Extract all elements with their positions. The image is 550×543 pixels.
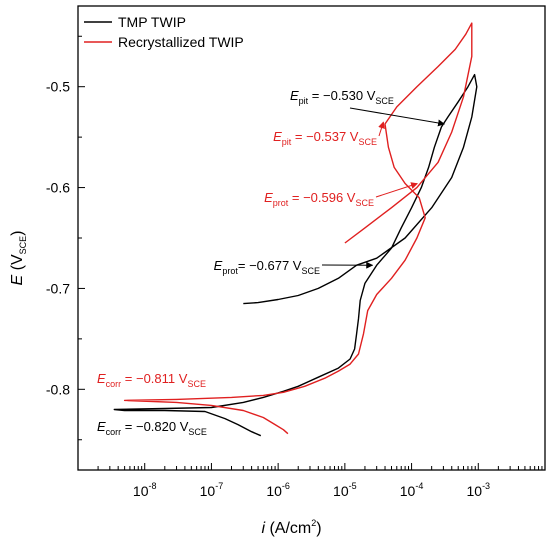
annotation-unit-subscript: SCE: [358, 137, 377, 147]
x-tick-label: 10-4: [400, 481, 424, 499]
x-tick-exponent: -6: [282, 481, 290, 491]
axes-layer: 10-8 10-7 10-6 10-5 10-4 10-3-0.8-0.7-0.6-0.5…: [9, 5, 546, 537]
x-tick-label: 10-6: [266, 481, 290, 499]
x-tick-label: 10-3: [466, 481, 490, 499]
annotation-value: = −0.537 V: [291, 129, 359, 144]
annotation-arrow: [349, 107, 446, 127]
y-tick-label: -0.7: [46, 280, 70, 296]
annotation-value: = −0.530 V: [308, 88, 376, 103]
annotation-symbol: E: [97, 371, 106, 386]
legend-label: TMP TWIP: [118, 14, 186, 30]
annotation-prot-label: Eprot = −0.596 VSCE: [264, 190, 374, 208]
annotation-corr-label: Ecorr = −0.811 VSCE: [97, 371, 206, 389]
annotation-subscript: prot: [222, 266, 238, 276]
annotation-unit-subscript: SCE: [187, 379, 206, 389]
curves-layer: [113, 22, 478, 437]
x-tick-label: 10-8: [133, 481, 157, 499]
x-axis-unit-exponent: 2: [311, 518, 316, 528]
annotation-pit-label: Epit = −0.530 VSCE: [290, 88, 394, 106]
annotation-unit-subscript: SCE: [375, 96, 394, 106]
x-tick-base: 10: [466, 483, 482, 499]
x-tick-label: 10-7: [200, 481, 224, 499]
annotation-symbol: E: [290, 88, 299, 103]
legend-label: Recrystallized TWIP: [118, 34, 244, 50]
annotation-corr-label: Ecorr = −0.820 VSCE: [97, 419, 207, 437]
legend: TMP TWIP Recrystallized TWIP: [84, 14, 244, 50]
annotation-symbol: E: [264, 190, 273, 205]
annotation-subscript: prot: [273, 198, 289, 208]
annotation-symbol: E: [273, 129, 282, 144]
y-axis-symbol: E: [9, 274, 26, 285]
x-tick-exponent: -7: [215, 481, 223, 491]
annotation-symbol: E: [214, 258, 223, 273]
annotation-pit-label: Epit = −0.537 VSCE: [273, 129, 377, 147]
annotation-value: = −0.811 V: [121, 371, 188, 386]
x-tick-exponent: -4: [415, 481, 423, 491]
y-tick-label: -0.5: [46, 79, 70, 95]
x-tick-base: 10: [333, 483, 349, 499]
y-axis-unit: (V: [9, 254, 26, 275]
y-axis-title: E (VSCE): [9, 231, 28, 286]
x-tick-label: 10-5: [333, 481, 357, 499]
annotation-subscript: pit: [282, 137, 292, 147]
annotation-symbol: E: [97, 419, 106, 434]
series-line-tmp-twip: [113, 73, 478, 437]
annotation-value: = −0.596 V: [288, 190, 356, 205]
x-tick-base: 10: [400, 483, 416, 499]
annotation-subscript: corr: [106, 379, 122, 389]
x-axis-symbol: i: [261, 520, 265, 537]
y-axis-unit-close: ): [9, 231, 26, 236]
x-tick-base: 10: [133, 483, 149, 499]
y-tick-label: -0.8: [46, 381, 70, 397]
x-axis-unit-close: ): [316, 520, 321, 537]
x-tick-exponent: -5: [349, 481, 357, 491]
annotation-prot-label: Eprot= −0.677 VSCE: [214, 258, 320, 276]
y-axis-unit-subscript: SCE: [18, 236, 28, 255]
annotation-unit-subscript: SCE: [355, 198, 374, 208]
x-tick-base: 10: [266, 483, 282, 499]
annotation-subscript: pit: [299, 96, 309, 106]
y-tick-label: -0.6: [46, 180, 70, 196]
annotation-unit-subscript: SCE: [301, 266, 320, 276]
annotation-value: = −0.820 V: [121, 419, 189, 434]
x-axis-unit: (A/cm: [265, 520, 311, 537]
x-tick-base: 10: [200, 483, 216, 499]
x-tick-exponent: -8: [148, 481, 156, 491]
series-line-recrystallized-twip: [123, 22, 473, 435]
x-tick-exponent: -3: [482, 481, 490, 491]
x-axis-title: i (A/cm2): [261, 518, 321, 537]
annotation-subscript: corr: [106, 427, 122, 437]
annotation-value: = −0.677 V: [238, 258, 302, 273]
annotation-arrow: [375, 182, 418, 198]
annotation-arrow: [378, 121, 385, 137]
annotation-unit-subscript: SCE: [188, 427, 207, 437]
